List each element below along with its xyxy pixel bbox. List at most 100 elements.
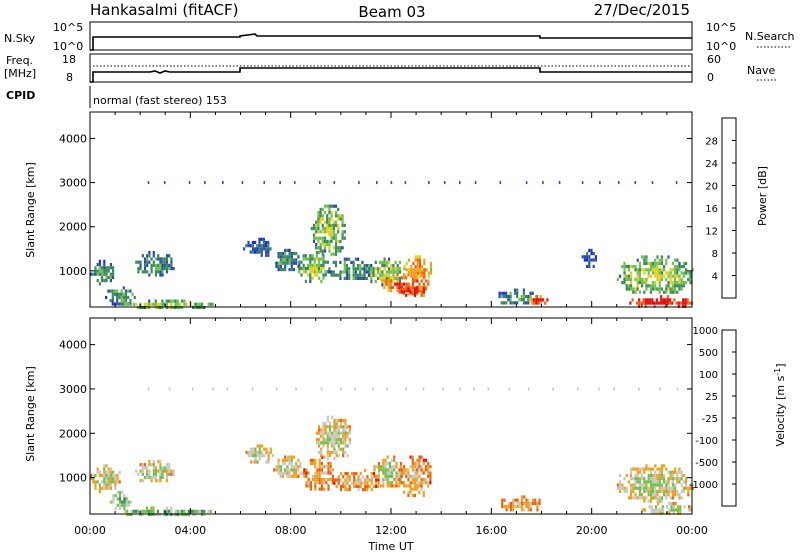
power-cell — [678, 284, 681, 288]
power-cell — [630, 271, 633, 275]
velocity-cell — [346, 454, 349, 458]
velocity-cell — [342, 447, 345, 451]
velocity-cell — [339, 431, 343, 435]
power-cell — [594, 255, 597, 259]
power-cell — [645, 277, 648, 281]
velocity-cell — [671, 486, 674, 490]
power-cell — [359, 264, 362, 268]
velocity-cell — [364, 478, 367, 482]
power-cell — [658, 290, 661, 294]
velocity-cell — [395, 474, 398, 478]
velocity-cell — [159, 479, 162, 483]
velocity-cell — [143, 466, 147, 470]
velocity-cell — [165, 466, 169, 470]
velocity-cell — [344, 438, 347, 442]
velocity-cell — [114, 506, 117, 511]
velocity-cell — [346, 478, 349, 482]
power-cell — [161, 260, 164, 264]
power-cell — [674, 290, 677, 294]
power-cell — [241, 181, 244, 185]
power-cell — [509, 298, 512, 302]
power-cell — [592, 252, 595, 256]
power-cell — [665, 290, 668, 294]
power-cell — [317, 246, 320, 250]
velocity-cell — [320, 447, 323, 451]
velocity-cell — [643, 480, 646, 484]
velocity-cell — [420, 481, 423, 485]
power-cell — [658, 274, 661, 278]
power-cell — [588, 255, 591, 259]
velocity-cell — [96, 467, 99, 471]
power-cell — [150, 263, 153, 267]
power-cell — [420, 285, 423, 289]
velocity-cell — [342, 450, 345, 454]
velocity-cell — [320, 465, 323, 469]
power-cell — [334, 273, 338, 277]
x-tick-label: 08:00 — [275, 524, 307, 537]
velocity-cell — [418, 481, 421, 485]
velocity-cell — [320, 461, 323, 466]
velocity-cell — [536, 505, 539, 509]
power-cell — [281, 261, 285, 265]
power-cell — [414, 258, 417, 262]
velocity-cell — [252, 454, 255, 458]
power-cell — [332, 227, 335, 231]
velocity-cell — [137, 509, 140, 513]
velocity-cell — [342, 475, 345, 479]
power-cell — [649, 274, 652, 278]
power-cell — [330, 233, 333, 237]
power-cell — [323, 249, 327, 253]
power-cell — [146, 254, 149, 258]
velocity-cell — [384, 477, 387, 482]
velocity-cell — [647, 467, 650, 471]
velocity-cell — [636, 473, 639, 478]
velocity-cell — [168, 472, 171, 476]
velocity-cell — [407, 468, 410, 472]
velocity-cell — [678, 493, 681, 497]
power-cell — [418, 261, 422, 265]
velocity-cell — [335, 422, 338, 426]
velocity-cell — [135, 469, 138, 473]
velocity-cell — [388, 484, 391, 488]
power-cell — [671, 274, 674, 278]
power-cell — [623, 281, 626, 285]
nsearch-label: N.Search — [745, 30, 795, 43]
velocity-cell — [643, 467, 646, 471]
power-cell — [337, 214, 340, 218]
velocity-cell — [393, 458, 396, 462]
power-cell — [527, 298, 530, 302]
power-cell — [318, 251, 321, 255]
velocity-cell — [391, 484, 394, 488]
power-cell — [363, 267, 366, 271]
power-cell — [265, 244, 268, 248]
velocity-cell — [305, 468, 308, 472]
power-cell — [154, 299, 157, 303]
velocity-cell — [333, 434, 336, 438]
power-cell — [286, 261, 289, 265]
velocity-cell — [366, 475, 369, 479]
power-cell — [588, 248, 591, 252]
power-cell — [323, 227, 327, 231]
power-cell — [689, 274, 692, 278]
power-cell — [662, 301, 665, 305]
power-cell — [407, 284, 410, 288]
power-cell — [194, 302, 197, 306]
power-cell — [655, 301, 658, 305]
power-cell — [404, 181, 407, 185]
power-cell — [636, 268, 639, 272]
velocity-cell — [656, 499, 659, 503]
power-cell — [412, 274, 415, 278]
power-cell — [98, 263, 101, 267]
velocity-cell — [318, 468, 321, 472]
power-cell — [363, 264, 366, 268]
velocity-cell — [418, 468, 421, 472]
velocity-cell — [109, 480, 112, 484]
velocity-cell — [312, 458, 315, 462]
velocity-cell — [656, 480, 659, 484]
power-cell — [638, 298, 641, 302]
power-cell — [143, 263, 147, 267]
x-tick-label: 04:00 — [174, 524, 206, 537]
power-cell — [103, 266, 106, 270]
power-cell — [318, 267, 321, 271]
velocity-cell — [405, 484, 408, 488]
